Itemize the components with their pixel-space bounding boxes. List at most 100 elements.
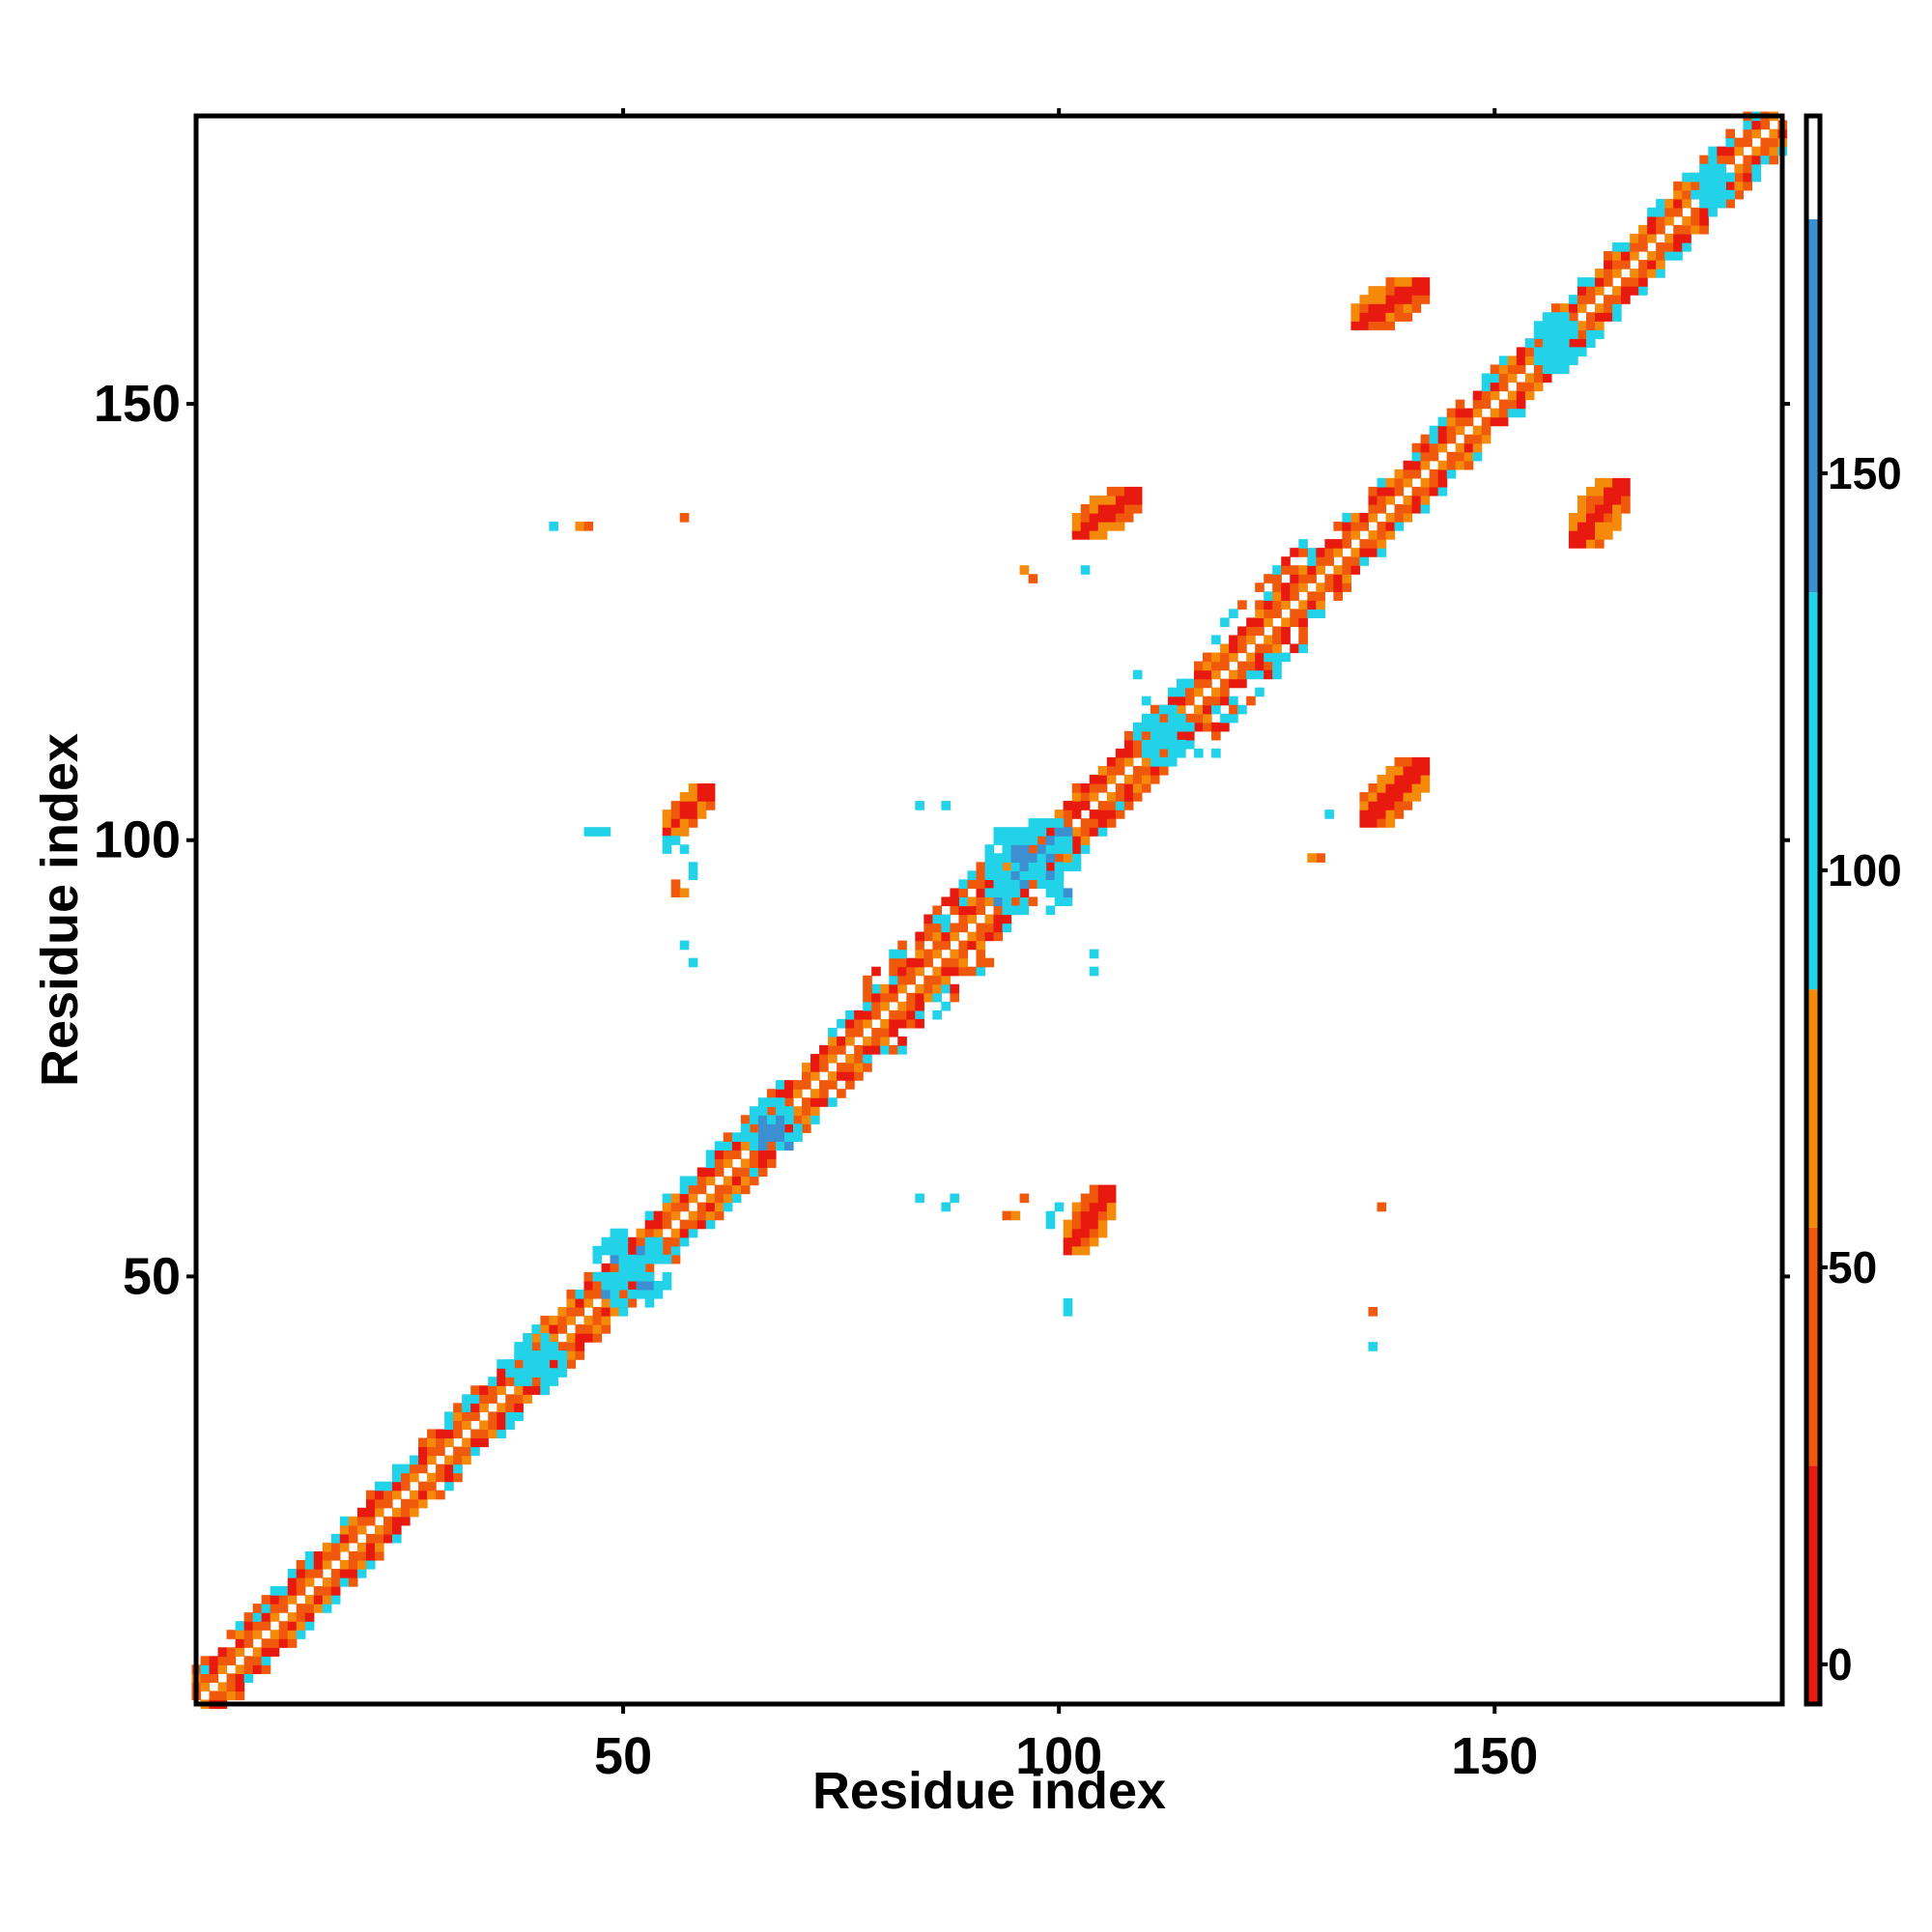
heatmap-cell (1290, 565, 1299, 575)
heatmap-cell (1071, 513, 1082, 523)
heatmap-cell (915, 957, 924, 968)
heatmap-cell (1350, 321, 1361, 330)
heatmap-cell (209, 1664, 219, 1674)
heatmap-cell (1403, 277, 1413, 287)
heatmap-cell (540, 1333, 550, 1343)
heatmap-cell (1028, 853, 1038, 863)
heatmap-cell (1368, 818, 1378, 828)
heatmap-cell (1123, 730, 1134, 741)
heatmap-cell (1481, 416, 1492, 427)
heatmap-cell (967, 966, 978, 977)
heatmap-cell (662, 1280, 672, 1291)
heatmap-cell (601, 1280, 611, 1291)
heatmap-cell (1751, 146, 1762, 156)
heatmap-cell (1377, 774, 1387, 784)
heatmap-cell (723, 1184, 733, 1195)
heatmap-cell (479, 1403, 489, 1412)
heatmap-cell (1290, 591, 1299, 601)
heatmap-cell (1699, 181, 1709, 191)
heatmap-cell (696, 792, 707, 802)
heatmap-cell (1255, 609, 1264, 618)
heatmap-cell (679, 1202, 690, 1212)
heatmap-cell (679, 940, 690, 951)
heatmap-cell (1403, 477, 1413, 488)
heatmap-cell (549, 1350, 559, 1360)
heatmap-cell (662, 818, 672, 828)
heatmap-cell (1045, 1210, 1056, 1221)
heatmap-cell (1028, 574, 1038, 583)
heatmap-cell (470, 1446, 480, 1457)
heatmap-cell (1229, 652, 1238, 663)
heatmap-cell (819, 1063, 829, 1072)
heatmap-cell (1612, 260, 1622, 270)
heatmap-cell (897, 975, 907, 985)
heatmap-cell (374, 1507, 384, 1518)
heatmap-cell (618, 1280, 629, 1291)
heatmap-cell (1403, 774, 1413, 784)
heatmap-cell (296, 1604, 306, 1613)
heatmap-cell (1089, 1184, 1099, 1195)
heatmap-cell (618, 1289, 629, 1299)
heatmap-cell (235, 1690, 245, 1701)
heatmap-cell (462, 1437, 471, 1448)
heatmap-cell (802, 1106, 811, 1116)
heatmap-cell (540, 1350, 550, 1360)
heatmap-cell (566, 1342, 577, 1351)
heatmap-cell (488, 1420, 497, 1431)
heatmap-cell (1577, 347, 1587, 356)
heatmap-cell (1524, 338, 1535, 348)
heatmap-cell (505, 1420, 515, 1431)
heatmap-cell (1604, 303, 1613, 313)
heatmap-cell (566, 1359, 577, 1369)
heatmap-cell (1481, 399, 1492, 410)
heatmap-cell (731, 1132, 742, 1142)
heatmap-cell (1255, 661, 1264, 671)
heatmap-cell (1656, 269, 1665, 278)
heatmap-cell (1237, 600, 1247, 610)
heatmap-cell (1586, 530, 1596, 540)
heatmap-cell (1141, 722, 1151, 732)
heatmap-cell (1298, 539, 1308, 549)
heatmap-cell (592, 1333, 603, 1343)
heatmap-cell (583, 1289, 594, 1299)
heatmap-cell (1577, 503, 1587, 514)
heatmap-cell (1621, 286, 1631, 296)
heatmap-cell (696, 810, 707, 819)
heatmap-cell (1411, 765, 1422, 776)
heatmap-cell (1630, 269, 1639, 278)
heatmap-cell (897, 1018, 907, 1029)
heatmap-cell (531, 1368, 541, 1378)
heatmap-cell (1385, 477, 1396, 488)
heatmap-cell (932, 992, 942, 1003)
heatmap-cell (410, 1455, 419, 1465)
heatmap-cell (1106, 756, 1117, 767)
heatmap-cell (1359, 556, 1370, 566)
heatmap-cell (871, 1001, 881, 1011)
heatmap-cell (1368, 513, 1378, 523)
heatmap-cell (984, 870, 995, 880)
heatmap-cell (1385, 312, 1396, 322)
heatmap-cell (1097, 818, 1108, 828)
heatmap-cell (1377, 312, 1387, 322)
heatmap-cell (1586, 522, 1596, 531)
heatmap-cell (444, 1429, 454, 1439)
heatmap-cell (1455, 442, 1465, 453)
heatmap-cell (1385, 495, 1396, 505)
heatmap-cell (1446, 460, 1457, 470)
heatmap-cell (1490, 390, 1500, 401)
heatmap-cell (418, 1437, 428, 1448)
heatmap-cell (618, 1297, 629, 1308)
heatmap-cell (653, 1280, 664, 1291)
heatmap-cell (1350, 556, 1361, 566)
heatmap-cell (889, 975, 898, 985)
heatmap-cell (514, 1377, 524, 1386)
heatmap-cell (1411, 277, 1422, 287)
heatmap-cell (1220, 696, 1230, 706)
heatmap-cell (889, 966, 898, 977)
heatmap-cell (705, 1193, 716, 1204)
heatmap-cell (1132, 669, 1143, 680)
heatmap-cell (374, 1533, 384, 1544)
heatmap-cell (1141, 713, 1151, 724)
heatmap-cell (670, 1254, 681, 1264)
